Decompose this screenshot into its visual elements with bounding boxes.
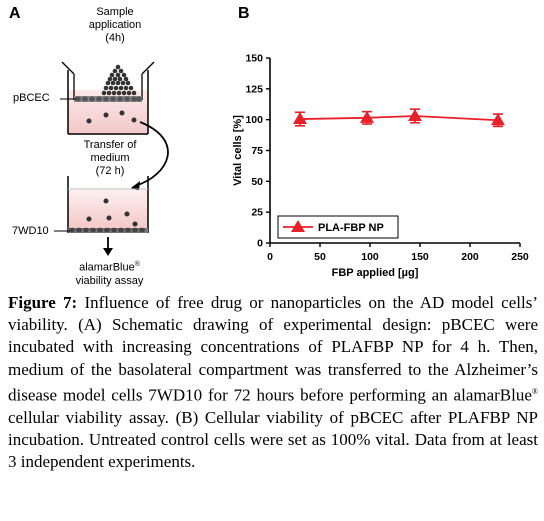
y-tick-label: 100 bbox=[245, 114, 263, 126]
series-line bbox=[299, 115, 499, 122]
data-point-marker bbox=[293, 112, 307, 125]
viability-chart: 0 25 50 75 100 125 150 0 50 100 150 200 250 FBP appli… bbox=[232, 53, 529, 280]
panel-a-schematic: A Sample application (4h) bbox=[0, 0, 230, 290]
pbcec-label: pBCEC bbox=[13, 92, 50, 104]
transwell-well bbox=[61, 61, 155, 135]
panel-a-label: A bbox=[9, 5, 21, 22]
assay-arrow-head bbox=[103, 248, 113, 256]
transfer-arrow bbox=[134, 121, 169, 187]
y-axis-label: Vital cells [%] bbox=[232, 115, 244, 186]
x-tick-label: 150 bbox=[411, 251, 429, 263]
caption-text-2: cellular viability assay. (B) Cellular v… bbox=[8, 407, 538, 472]
y-tick-label: 150 bbox=[245, 53, 263, 65]
y-tick-label: 50 bbox=[251, 176, 263, 188]
panel-b-label: B bbox=[238, 5, 250, 22]
assay-label: alamarBlue® viability assay bbox=[75, 261, 144, 287]
data-point-marker bbox=[360, 110, 374, 123]
legend-marker bbox=[291, 220, 305, 232]
x-axis-label: FBP applied [µg] bbox=[332, 267, 419, 279]
x-tick-label: 200 bbox=[461, 251, 479, 263]
data-point-marker bbox=[408, 108, 422, 121]
figure-caption: Figure 7: Influence of free drug or nano… bbox=[8, 292, 538, 473]
x-tick-label: 0 bbox=[267, 251, 273, 263]
sample-application-label: Sample application (4h) bbox=[88, 6, 142, 44]
wd10-label: 7WD10 bbox=[12, 225, 49, 237]
x-tick-label: 50 bbox=[314, 251, 326, 263]
legend-box bbox=[277, 215, 399, 239]
x-tick-label: 250 bbox=[511, 251, 529, 263]
x-tick-label: 100 bbox=[361, 251, 379, 263]
transfer-label: Transfer of medium (72 h) bbox=[83, 139, 137, 177]
data-point-marker bbox=[491, 113, 505, 126]
y-tick-label: 25 bbox=[251, 207, 263, 219]
panel-b-chart: B 0 25 50 75 100 125 150 0 50 100 150 200 250 FBP app… bbox=[230, 0, 544, 290]
caption-figure-label: Figure 7: bbox=[8, 293, 78, 312]
y-tick-label: 75 bbox=[251, 145, 263, 157]
legend-label: PLA-FBP NP bbox=[318, 222, 384, 234]
caption-reg-mark: ® bbox=[531, 386, 538, 396]
y-tick-label: 125 bbox=[245, 83, 263, 95]
y-tick-label: 0 bbox=[257, 238, 263, 250]
culture-well bbox=[67, 176, 149, 233]
caption-text-1: Influence of free drug or nanoparticles … bbox=[8, 293, 538, 405]
schematic-drawing bbox=[54, 61, 169, 256]
